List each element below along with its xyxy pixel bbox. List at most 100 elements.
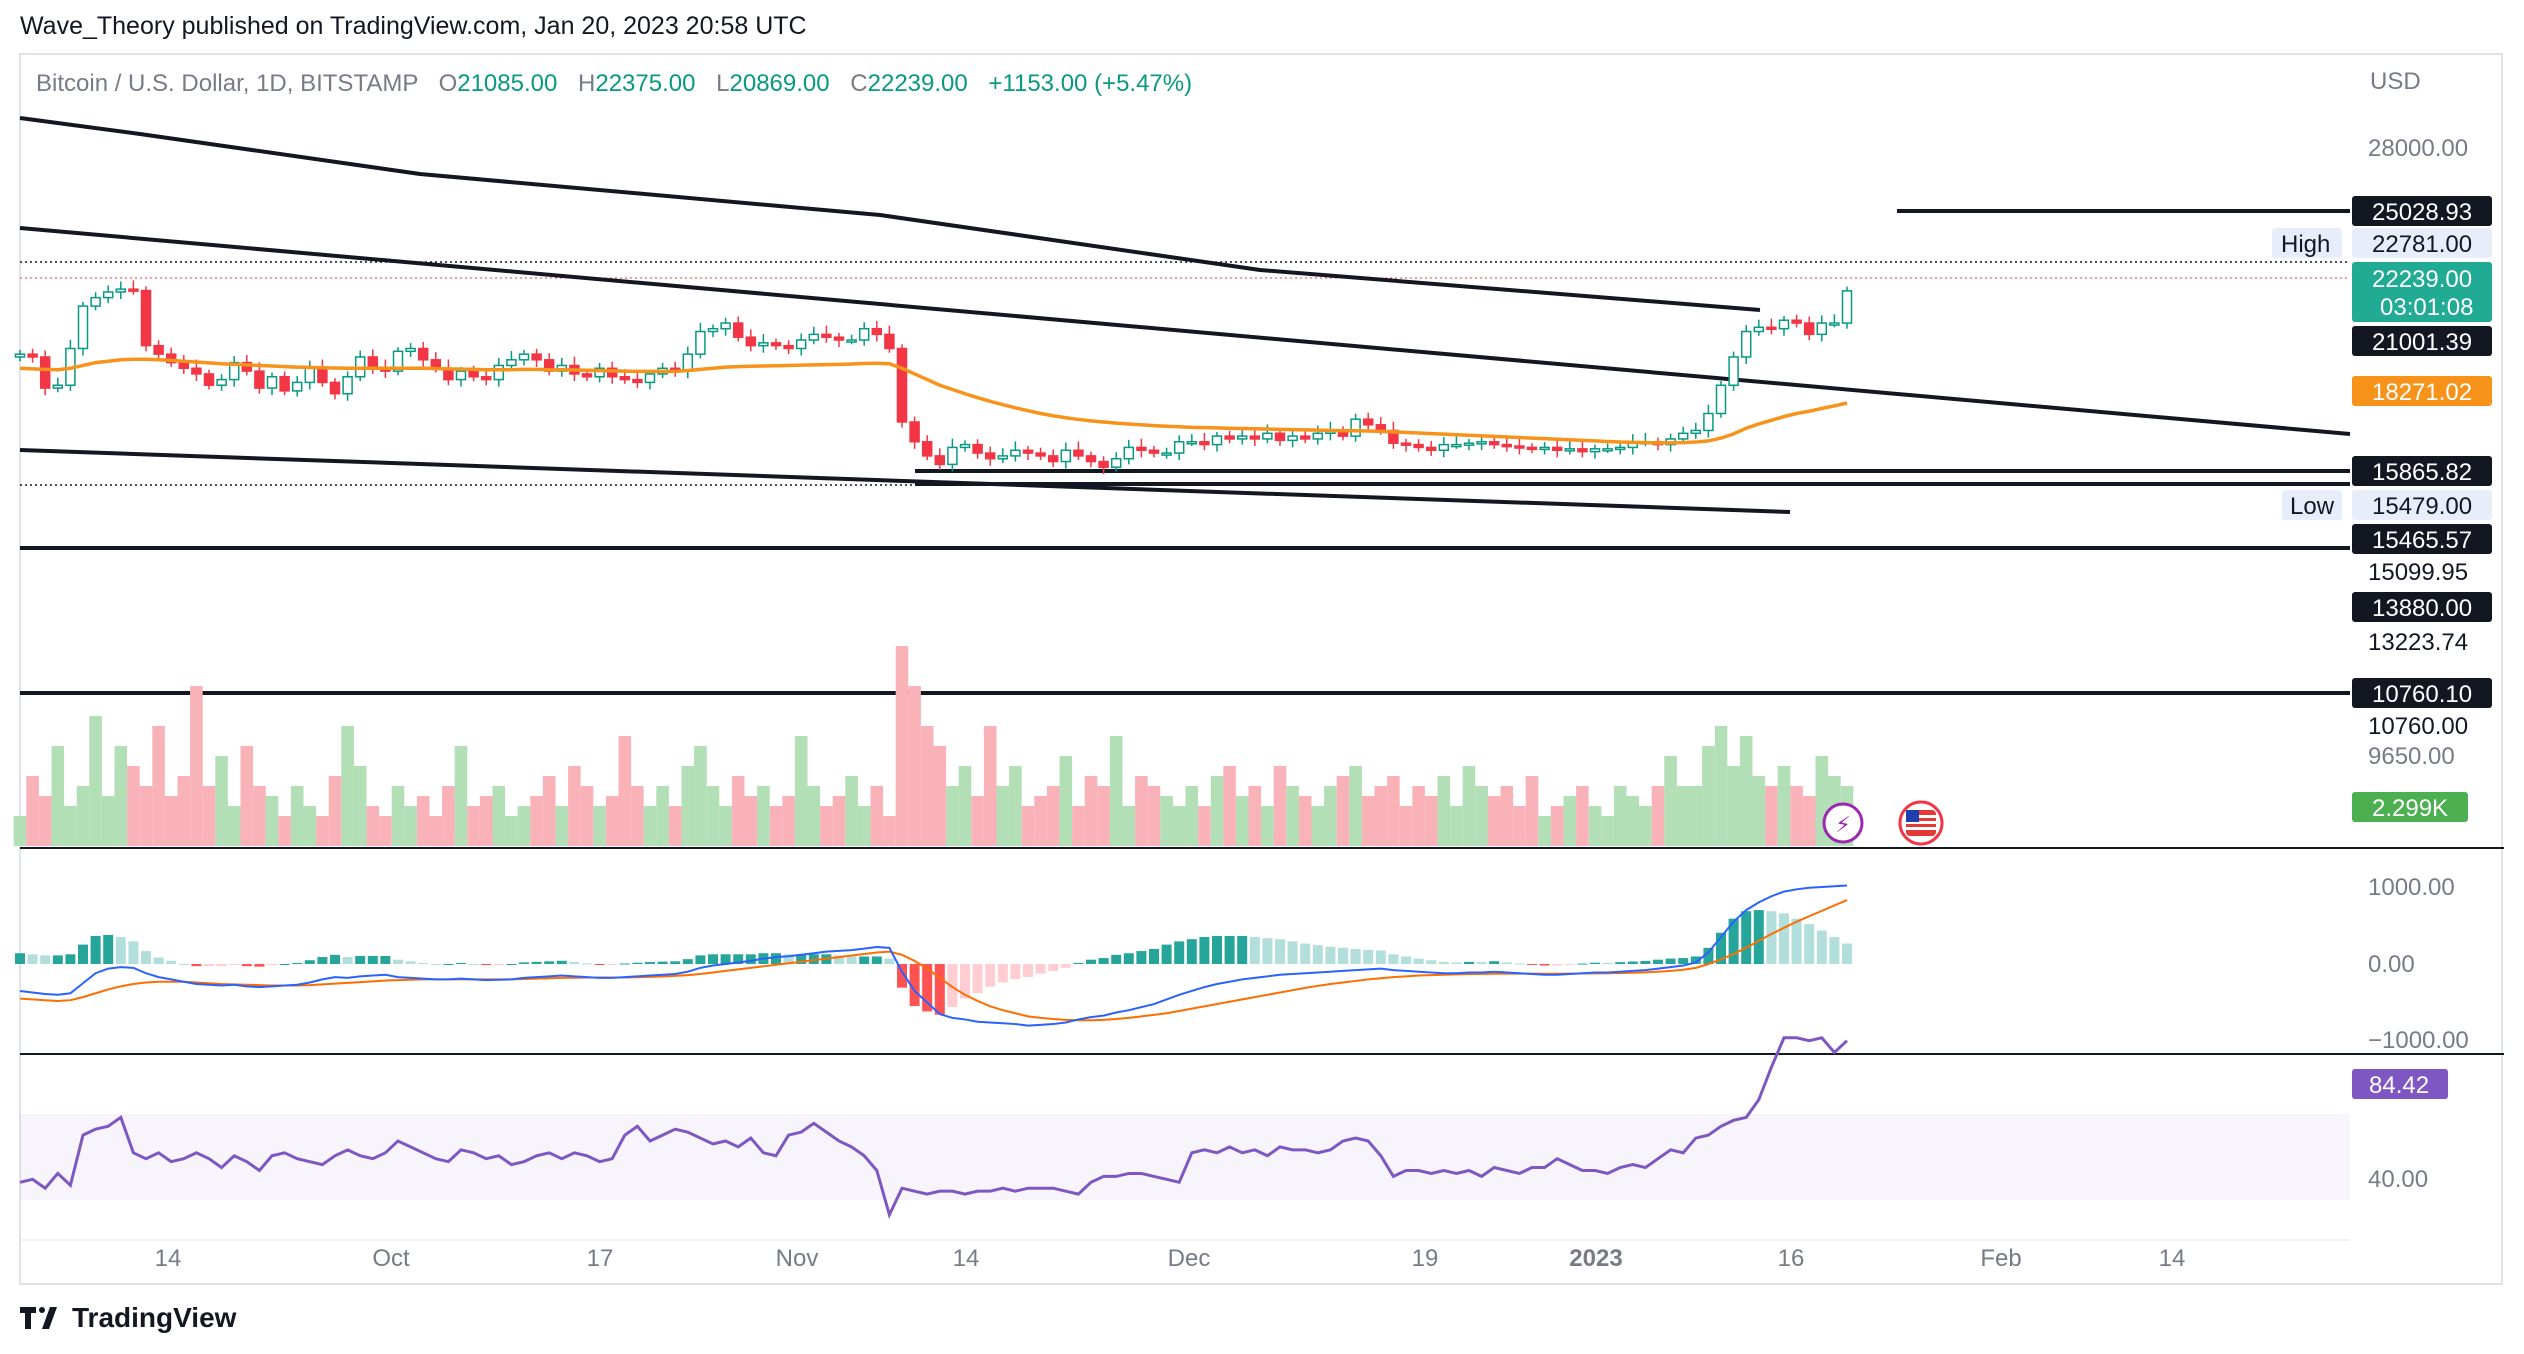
candle-body[interactable]: [1564, 448, 1576, 452]
candle-body[interactable]: [959, 443, 971, 449]
candle-body[interactable]: [984, 452, 996, 460]
candle-body[interactable]: [858, 327, 870, 341]
candle-body[interactable]: [1816, 322, 1828, 336]
candle-body[interactable]: [1778, 319, 1790, 330]
candle-body[interactable]: [896, 347, 908, 423]
candle-body[interactable]: [1551, 446, 1563, 452]
candle-body[interactable]: [1451, 443, 1462, 448]
candle-body[interactable]: [115, 288, 127, 293]
candle-body[interactable]: [783, 344, 794, 350]
candle-body[interactable]: [405, 347, 416, 353]
candle-body[interactable]: [1476, 441, 1487, 445]
candle-body[interactable]: [1766, 326, 1777, 331]
candle-body[interactable]: [77, 305, 89, 350]
candle-body[interactable]: [128, 288, 139, 292]
candle-body[interactable]: [1425, 446, 1437, 452]
candle-body[interactable]: [1400, 442, 1412, 446]
candle-body[interactable]: [758, 342, 769, 347]
candle-body[interactable]: [1274, 432, 1286, 442]
candle-body[interactable]: [1022, 449, 1034, 454]
symbol-name[interactable]: Bitcoin / U.S. Dollar, 1D, BITSTAMP: [36, 70, 418, 97]
currency-label[interactable]: USD: [2370, 68, 2421, 95]
candle-body[interactable]: [821, 333, 832, 338]
candle-body[interactable]: [707, 327, 719, 333]
candle-body[interactable]: [304, 367, 316, 384]
candle-body[interactable]: [1136, 446, 1147, 452]
candle-body[interactable]: [1841, 290, 1853, 324]
candle-body[interactable]: [909, 421, 920, 443]
us-flag-icon[interactable]: [1898, 800, 1944, 846]
candle-body[interactable]: [39, 356, 51, 389]
candle-body[interactable]: [1614, 446, 1626, 451]
candle-body[interactable]: [846, 339, 857, 343]
candle-body[interactable]: [1236, 435, 1248, 440]
candle-body[interactable]: [1703, 412, 1714, 432]
candle-body[interactable]: [1589, 448, 1601, 453]
candle-body[interactable]: [997, 455, 1009, 460]
candle-body[interactable]: [1287, 435, 1298, 442]
candle-body[interactable]: [1249, 435, 1261, 440]
candle-body[interactable]: [392, 350, 404, 372]
candle-body[interactable]: [317, 367, 328, 384]
candle-body[interactable]: [342, 376, 353, 395]
candle-body[interactable]: [1740, 330, 1752, 358]
candle-body[interactable]: [241, 361, 253, 372]
candle-body[interactable]: [921, 441, 933, 457]
candle-body[interactable]: [480, 376, 492, 381]
candle-body[interactable]: [871, 327, 883, 336]
candle-body[interactable]: [191, 367, 202, 375]
candle-body[interactable]: [1123, 446, 1135, 460]
candle-body[interactable]: [1110, 457, 1122, 468]
candle-body[interactable]: [1312, 432, 1324, 440]
candle-body[interactable]: [1098, 460, 1109, 468]
candle-body[interactable]: [1299, 435, 1311, 440]
candle-body[interactable]: [1199, 441, 1210, 446]
candle-body[interactable]: [153, 344, 164, 355]
candle-body[interactable]: [506, 359, 517, 367]
candle-body[interactable]: [178, 361, 190, 370]
candle-body[interactable]: [531, 353, 542, 361]
candle-body[interactable]: [468, 370, 479, 378]
candle-body[interactable]: [1224, 435, 1235, 440]
candle-body[interactable]: [594, 367, 605, 378]
candle-body[interactable]: [1073, 449, 1084, 457]
candle-body[interactable]: [833, 336, 845, 341]
candle-body[interactable]: [695, 330, 706, 355]
candle-body[interactable]: [1085, 455, 1097, 463]
candle-body[interactable]: [947, 446, 958, 466]
candle-body[interactable]: [1526, 446, 1538, 451]
candle-body[interactable]: [1728, 356, 1739, 386]
candle-body[interactable]: [1186, 441, 1198, 445]
candle-body[interactable]: [1488, 441, 1500, 446]
lower-channel-line[interactable]: [19, 448, 1791, 514]
candle-body[interactable]: [1602, 448, 1613, 452]
candle-body[interactable]: [518, 353, 530, 361]
candle-body[interactable]: [644, 373, 656, 384]
candle-body[interactable]: [1438, 443, 1450, 452]
candle-body[interactable]: [1350, 418, 1361, 437]
candle-body[interactable]: [972, 443, 983, 454]
candle-body[interactable]: [720, 322, 731, 330]
candle-body[interactable]: [52, 384, 64, 389]
candle-body[interactable]: [27, 353, 38, 358]
candle-body[interactable]: [745, 336, 757, 347]
candle-body[interactable]: [1173, 441, 1185, 454]
candle-body[interactable]: [1677, 432, 1689, 440]
footer-brand[interactable]: TradingView: [20, 1302, 236, 1334]
candle-body[interactable]: [770, 342, 782, 347]
lightning-icon[interactable]: [1822, 802, 1864, 844]
candle-body[interactable]: [1211, 435, 1223, 446]
candle-body[interactable]: [1577, 448, 1588, 453]
candle-body[interactable]: [165, 353, 177, 364]
candle-body[interactable]: [14, 353, 26, 358]
upper-channel-line[interactable]: [19, 116, 1761, 312]
candle-body[interactable]: [1829, 322, 1840, 326]
candle-body[interactable]: [732, 322, 744, 338]
candle-body[interactable]: [1715, 384, 1727, 415]
candle-body[interactable]: [884, 333, 895, 350]
candle-body[interactable]: [493, 364, 505, 381]
candle-body[interactable]: [1047, 455, 1059, 463]
candle-body[interactable]: [1690, 429, 1702, 435]
candle-body[interactable]: [1539, 446, 1550, 451]
candle-body[interactable]: [632, 378, 643, 384]
